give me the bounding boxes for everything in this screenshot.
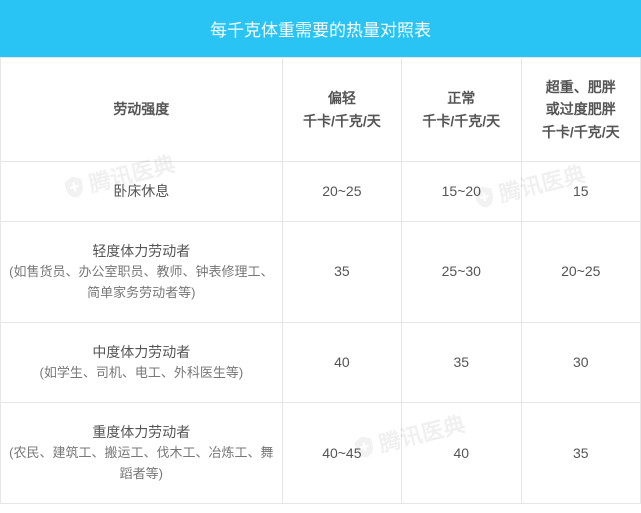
calorie-table: 劳动强度 偏轻 千卡/千克/天 正常 千卡/千克/天 超重、肥胖 或过度肥胖 千… — [0, 57, 641, 504]
col-header-over-line1: 超重、肥胖 — [528, 76, 634, 98]
table-title: 每千克体重需要的热量对照表 — [0, 0, 641, 57]
cell-value: 20~25 — [521, 221, 640, 322]
col-header-light-line1: 偏轻 — [289, 87, 395, 109]
cell-value: 15 — [521, 162, 640, 221]
cell-value: 30 — [521, 322, 640, 402]
row-label-main: 中度体力劳动者 — [7, 341, 276, 363]
row-label-main: 轻度体力劳动者 — [7, 240, 276, 262]
row-label-sub: (如售货员、办公室职员、教师、钟表修理工、简单家务劳动者等) — [7, 262, 276, 304]
col-header-normal-line2: 千卡/千克/天 — [408, 110, 514, 132]
row-label-main: 卧床休息 — [7, 180, 276, 202]
row-label-sub: (如学生、司机、电工、外科医生等) — [7, 363, 276, 384]
row-label: 中度体力劳动者 (如学生、司机、电工、外科医生等) — [1, 322, 283, 402]
table-row: 重度体力劳动者 (农民、建筑工、搬运工、伐木工、冶炼工、舞蹈者等) 40~45 … — [1, 402, 641, 503]
table-header-row: 劳动强度 偏轻 千卡/千克/天 正常 千卡/千克/天 超重、肥胖 或过度肥胖 千… — [1, 58, 641, 162]
row-label: 重度体力劳动者 (农民、建筑工、搬运工、伐木工、冶炼工、舞蹈者等) — [1, 402, 283, 503]
row-label-main: 重度体力劳动者 — [7, 421, 276, 443]
cell-value: 40 — [282, 322, 401, 402]
cell-value: 20~25 — [282, 162, 401, 221]
col-header-light-line2: 千卡/千克/天 — [289, 110, 395, 132]
col-header-label: 劳动强度 — [1, 58, 283, 162]
cell-value: 35 — [402, 322, 521, 402]
col-header-normal: 正常 千卡/千克/天 — [402, 58, 521, 162]
col-header-over-line2: 或过度肥胖 — [528, 98, 634, 120]
row-label: 卧床休息 — [1, 162, 283, 221]
cell-value: 25~30 — [402, 221, 521, 322]
cell-value: 40~45 — [282, 402, 401, 503]
cell-value: 35 — [521, 402, 640, 503]
table-row: 卧床休息 20~25 15~20 15 — [1, 162, 641, 221]
row-label-sub: (农民、建筑工、搬运工、伐木工、冶炼工、舞蹈者等) — [7, 443, 276, 485]
cell-value: 15~20 — [402, 162, 521, 221]
cell-value: 35 — [282, 221, 401, 322]
table-container: 每千克体重需要的热量对照表 劳动强度 偏轻 千卡/千克/天 正常 千卡/千克/天… — [0, 0, 641, 504]
col-header-over: 超重、肥胖 或过度肥胖 千卡/千克/天 — [521, 58, 640, 162]
col-header-over-line3: 千卡/千克/天 — [528, 121, 634, 143]
table-row: 中度体力劳动者 (如学生、司机、电工、外科医生等) 40 35 30 — [1, 322, 641, 402]
row-label: 轻度体力劳动者 (如售货员、办公室职员、教师、钟表修理工、简单家务劳动者等) — [1, 221, 283, 322]
table-row: 轻度体力劳动者 (如售货员、办公室职员、教师、钟表修理工、简单家务劳动者等) 3… — [1, 221, 641, 322]
col-header-normal-line1: 正常 — [408, 87, 514, 109]
col-header-light: 偏轻 千卡/千克/天 — [282, 58, 401, 162]
cell-value: 40 — [402, 402, 521, 503]
